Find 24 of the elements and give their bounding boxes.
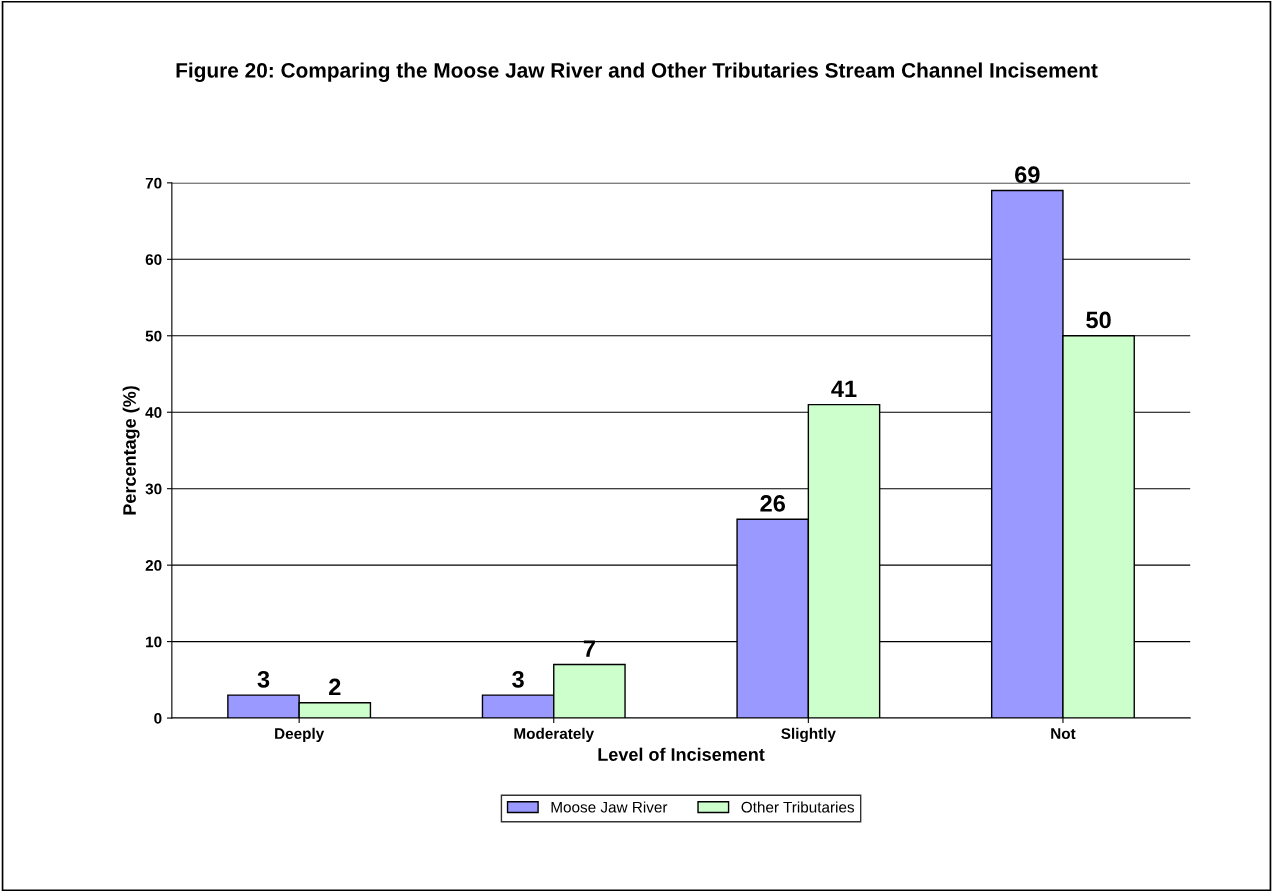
y-tick-label: 0 [154, 712, 162, 724]
data-label: 3 [257, 670, 270, 688]
data-label: 26 [760, 495, 785, 512]
data-label: 50 [1086, 311, 1111, 329]
y-tick-label: 60 [145, 254, 162, 265]
y-tick-label: 50 [145, 330, 162, 342]
legend-label: Other Tributaries [741, 801, 855, 813]
y-tick-label: 70 [145, 177, 162, 189]
y-axis-title: Percentage (%) [122, 386, 140, 515]
y-tick-label: 10 [146, 636, 162, 648]
data-label: 2 [329, 678, 341, 696]
data-label: 41 [831, 380, 857, 397]
x-tick-label: Slightly [781, 727, 836, 743]
legend-label: Moose Jaw River [551, 801, 668, 813]
x-tick-label: Moderately [514, 727, 594, 743]
y-tick-label: 40 [145, 407, 162, 418]
y-tick-label: 20 [145, 560, 162, 571]
x-tick-label: Not [1051, 728, 1076, 739]
x-tick-label: Deeply [275, 727, 325, 743]
y-tick-label: 30 [145, 483, 162, 495]
chart-title: Figure 20: Comparing the Moose Jaw River and Other Tributaries Stream Channel Incisement [176, 62, 1098, 82]
x-axis-title: Level of Incisement [598, 747, 765, 761]
data-label: 69 [1015, 166, 1040, 184]
data-label: 3 [512, 670, 524, 688]
